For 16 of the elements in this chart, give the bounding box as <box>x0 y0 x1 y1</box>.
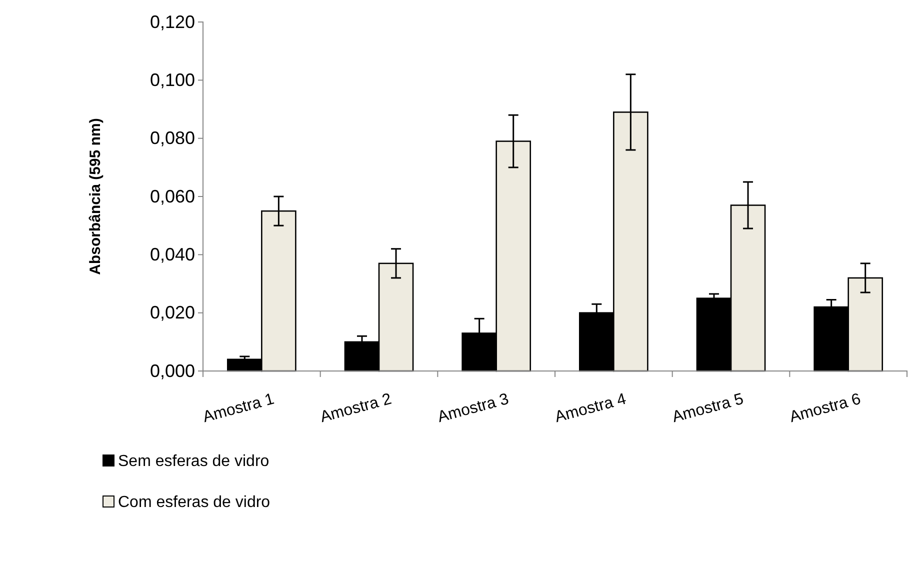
y-axis-title: Absorbância (595 nm) <box>87 118 104 275</box>
x-tick-label: Amostra 3 <box>436 390 511 426</box>
y-tick-label: 0,020 <box>150 302 195 323</box>
x-tick-label: Amostra 5 <box>670 390 746 426</box>
y-tick-label: 0,120 <box>150 12 195 32</box>
x-tick-label: Amostra 6 <box>788 390 863 426</box>
legend-label: Sem esferas de vidro <box>118 453 270 470</box>
x-tick-label: Amostra 2 <box>318 390 394 426</box>
x-tick-label: Amostra 1 <box>201 390 276 426</box>
y-tick-label: 0,060 <box>150 186 195 206</box>
y-tick-label: 0,080 <box>150 128 195 148</box>
y-tick-label: 0,100 <box>150 70 195 90</box>
y-tick-label: 0,040 <box>150 244 195 264</box>
legend-label: Com esferas de vidro <box>118 494 270 511</box>
x-tick-label: Amostra 4 <box>553 390 628 426</box>
y-tick-label: 0,000 <box>150 360 195 381</box>
